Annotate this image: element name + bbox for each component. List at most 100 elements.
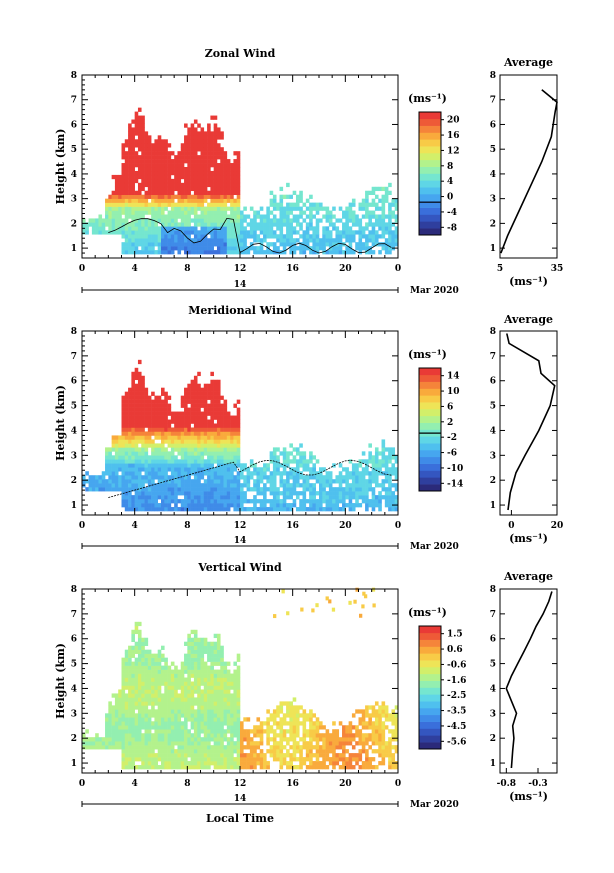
heatmap-cell	[137, 371, 142, 377]
colorbar-swatch	[419, 436, 441, 444]
heatmap-cell	[187, 147, 191, 152]
heatmap-cell	[210, 423, 214, 428]
heatmap-cell	[210, 729, 214, 734]
heatmap-cell	[197, 669, 201, 674]
heatmap-cell	[147, 487, 152, 492]
heatmap-cell	[358, 206, 363, 211]
heatmap-cell	[174, 717, 178, 722]
heatmap-cell	[144, 143, 149, 148]
heatmap-cell	[256, 210, 261, 215]
heatmap-cell	[174, 721, 178, 726]
heatmap-cell	[220, 186, 224, 192]
heatmap-cell	[378, 222, 382, 227]
heatmap-cell	[180, 415, 185, 420]
heatmap-cell	[137, 705, 142, 710]
heatmap-cell	[174, 234, 178, 239]
heatmap-cell	[134, 375, 139, 381]
heatmap-cell	[338, 499, 343, 504]
heatmap-cell	[289, 717, 293, 722]
heatmap-cell	[147, 151, 152, 156]
heatmap-cell	[223, 475, 228, 480]
heatmap-cell	[342, 226, 346, 231]
heatmap-cell	[151, 399, 155, 404]
heatmap-cell	[111, 709, 116, 714]
heatmap-cell	[355, 230, 359, 235]
heatmap-cell	[134, 657, 139, 662]
heatmap-cell	[272, 194, 277, 199]
heatmap-cell	[141, 721, 145, 726]
heatmap-cell	[187, 131, 191, 136]
heatmap-cell	[236, 765, 241, 770]
heatmap-cell	[147, 407, 152, 412]
heatmap-cell	[213, 427, 218, 432]
average-y-tick-label: 5	[490, 402, 496, 412]
heatmap-cell	[144, 701, 149, 706]
heatmap-cell	[128, 463, 132, 468]
heatmap-cell	[141, 151, 145, 156]
heatmap-cell	[223, 721, 228, 726]
heatmap-cell	[263, 483, 267, 488]
heatmap-cell	[299, 753, 303, 758]
heatmap-cell	[249, 757, 254, 762]
heatmap-cell	[236, 431, 241, 436]
heatmap-cell	[213, 491, 218, 496]
heatmap-cell	[236, 419, 241, 424]
heatmap-cell	[105, 745, 109, 750]
heatmap-cell	[325, 206, 330, 211]
heatmap-cell	[147, 206, 152, 211]
heatmap-cell	[286, 234, 290, 239]
heatmap-cell	[210, 206, 214, 211]
heatmap-cell	[210, 681, 214, 686]
heatmap-cell	[134, 127, 139, 132]
heatmap-cell	[114, 701, 119, 706]
heatmap-cell	[134, 459, 139, 464]
heatmap-cell	[137, 629, 142, 635]
heatmap-cell	[226, 737, 231, 742]
heatmap-cell	[351, 210, 356, 215]
heatmap-cell	[210, 733, 214, 738]
heatmap-cell	[157, 250, 162, 255]
heatmap-cell	[137, 435, 142, 440]
heatmap-cell	[154, 147, 159, 152]
heatmap-cell	[391, 451, 396, 456]
heatmap-cell	[170, 757, 175, 762]
heatmap-cell	[154, 210, 159, 215]
heatmap-cell	[226, 427, 231, 432]
heatmap-cell	[137, 419, 142, 424]
heatmap-cell	[220, 475, 224, 480]
heatmap-cell	[161, 234, 165, 239]
heatmap-cell	[272, 737, 277, 742]
heatmap-cell	[226, 745, 231, 750]
heatmap-cell	[328, 475, 333, 480]
heatmap-cell	[98, 487, 103, 492]
heatmap-cell	[177, 246, 182, 251]
heatmap-cell	[114, 455, 119, 460]
heatmap-cell	[164, 713, 168, 718]
heatmap-cell	[216, 238, 221, 243]
heatmap-cell	[177, 427, 182, 432]
heatmap-cell	[167, 753, 172, 758]
heatmap-cell	[157, 210, 162, 215]
heatmap-cell	[309, 475, 313, 480]
heatmap-cell	[289, 503, 293, 508]
heatmap-cell	[289, 713, 293, 718]
heatmap-cell	[361, 483, 366, 488]
heatmap-cell	[88, 745, 93, 750]
average-y-tick-label: 8	[490, 327, 496, 337]
heatmap-cell	[312, 467, 317, 472]
heatmap-cell	[131, 159, 135, 164]
heatmap-cell	[279, 701, 284, 706]
heatmap-cell	[147, 749, 152, 754]
day-label: 14	[234, 536, 247, 546]
heatmap-cell	[381, 222, 386, 227]
heatmap-cell	[154, 709, 159, 714]
heatmap-cell	[141, 127, 145, 132]
heatmap-cell	[216, 649, 221, 654]
heatmap-cell	[174, 737, 178, 742]
heatmap-cell	[371, 234, 376, 239]
heatmap-cell	[216, 246, 221, 251]
heatmap-cell	[358, 222, 363, 227]
heatmap-cell	[170, 761, 175, 766]
heatmap-cell	[378, 507, 382, 512]
colorbar-swatch	[419, 477, 441, 485]
